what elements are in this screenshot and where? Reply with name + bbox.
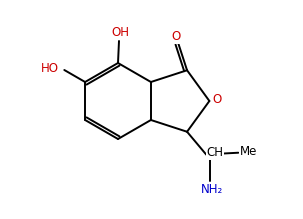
Text: NH₂: NH₂ [201, 183, 223, 196]
Text: O: O [213, 92, 222, 106]
Text: OH: OH [111, 26, 129, 39]
Text: O: O [171, 30, 181, 43]
Text: CH: CH [207, 146, 224, 159]
Text: Me: Me [240, 145, 257, 158]
Text: HO: HO [41, 62, 59, 74]
